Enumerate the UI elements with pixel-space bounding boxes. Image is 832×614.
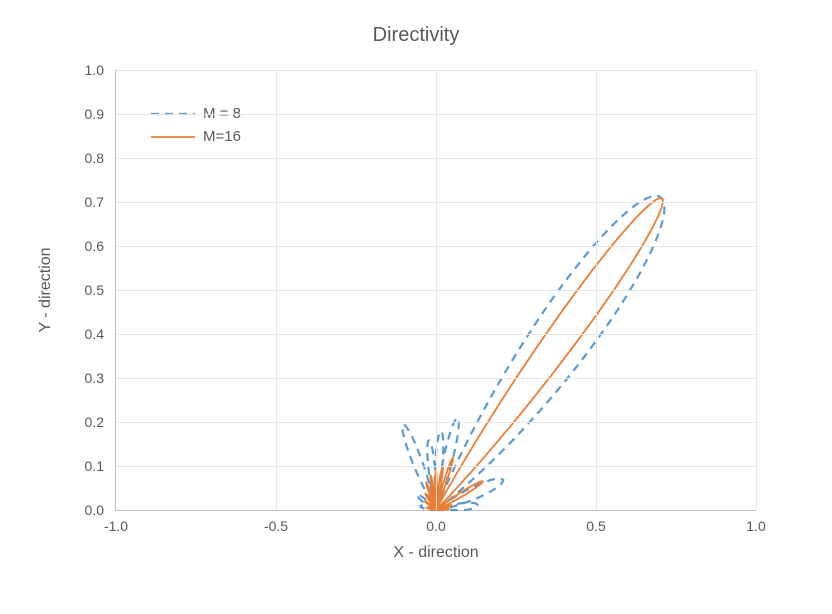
legend-label: M=16 xyxy=(203,128,241,145)
y-tick: 1.0 xyxy=(85,62,104,78)
grid-h xyxy=(116,290,756,291)
x-tick: 0.5 xyxy=(586,518,605,534)
y-axis-label: Y - direction xyxy=(37,247,55,332)
grid-h xyxy=(116,422,756,423)
x-tick: -1.0 xyxy=(104,518,128,534)
grid-h xyxy=(116,246,756,247)
grid-h xyxy=(116,114,756,115)
y-tick: 0.0 xyxy=(85,502,104,518)
chart-title: Directivity xyxy=(0,24,832,47)
y-tick: 0.5 xyxy=(85,282,104,298)
y-tick: 0.8 xyxy=(85,150,104,166)
y-tick: 0.1 xyxy=(85,458,104,474)
grid-h xyxy=(116,378,756,379)
legend-swatch xyxy=(151,130,195,144)
y-tick: 0.3 xyxy=(85,370,104,386)
grid-v xyxy=(756,70,757,510)
y-tick: 0.4 xyxy=(85,326,104,342)
y-tick: 0.6 xyxy=(85,238,104,254)
y-tick: 0.9 xyxy=(85,106,104,122)
series-M16 xyxy=(425,198,663,510)
grid-h xyxy=(116,202,756,203)
legend-item: M=16 xyxy=(151,128,241,145)
x-tick: 1.0 xyxy=(746,518,765,534)
y-tick: 0.2 xyxy=(85,414,104,430)
plot-area: X - direction Y - direction M = 8M=16 -1… xyxy=(115,70,756,511)
y-tick: 0.7 xyxy=(85,194,104,210)
grid-h xyxy=(116,334,756,335)
x-tick: -0.5 xyxy=(264,518,288,534)
grid-h xyxy=(116,466,756,467)
x-axis-label: X - direction xyxy=(393,544,478,562)
legend: M = 8M=16 xyxy=(151,105,241,151)
directivity-chart: Directivity X - direction Y - direction … xyxy=(0,0,832,614)
x-tick: 0.0 xyxy=(426,518,445,534)
grid-h xyxy=(116,70,756,71)
grid-h xyxy=(116,158,756,159)
